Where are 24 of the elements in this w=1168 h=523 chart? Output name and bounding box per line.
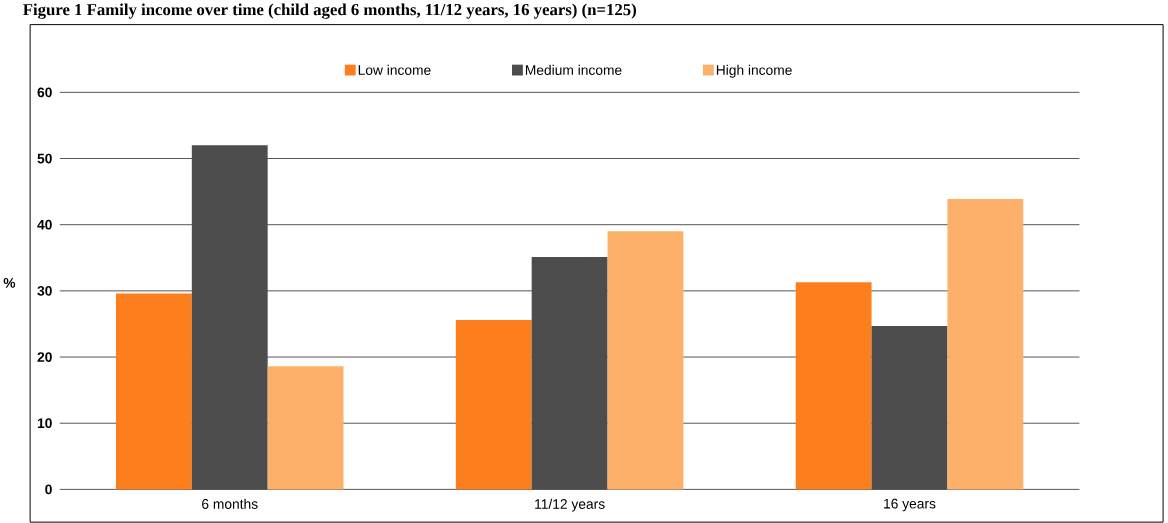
y-tick-label: 20: [37, 352, 52, 362]
y-axis-title: %: [3, 278, 16, 288]
legend-label: Medium income: [525, 64, 622, 75]
legend-label: Low income: [358, 64, 431, 75]
bar: [191, 145, 268, 490]
bar: [795, 282, 872, 490]
y-tick-label: 40: [37, 219, 52, 230]
y-tick-label: 60: [37, 87, 52, 98]
y-tick-label: 10: [37, 418, 52, 429]
bar: [267, 366, 344, 490]
y-tick-label: 30: [37, 285, 52, 296]
y-tick-label: 0: [45, 484, 52, 495]
y-tick-label: 50: [37, 153, 52, 164]
bar: [607, 231, 684, 490]
bar: [115, 293, 192, 490]
x-tick-label: 16 years: [884, 498, 936, 512]
x-tick-label: 11/12 years: [535, 498, 605, 512]
bar: [871, 325, 948, 490]
bar: [947, 198, 1024, 490]
bar: [455, 319, 532, 490]
chart-title: Figure 1 Family income over time (child aged 6 months, 11/12 years, 16 years) (n=125): [23, 3, 636, 19]
legend-label: High income: [716, 64, 792, 78]
x-tick-label: 6 months: [202, 498, 258, 509]
bar: [531, 257, 608, 490]
